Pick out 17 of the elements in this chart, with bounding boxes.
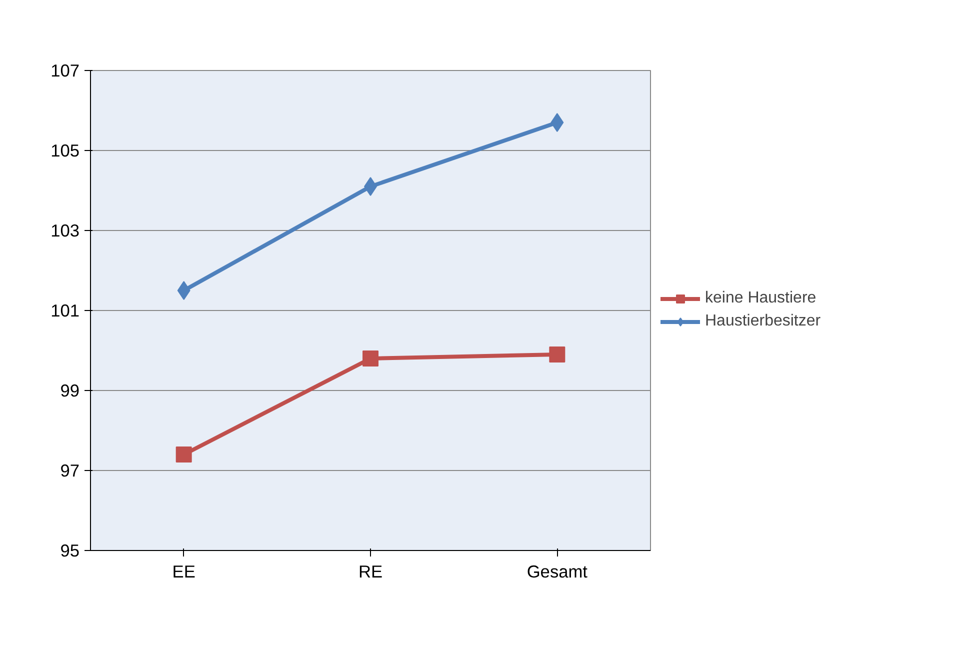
x-tick-label: Gesamt <box>526 562 588 582</box>
point <box>176 446 192 462</box>
point <box>362 350 378 366</box>
y-tick-label: 95 <box>60 540 80 560</box>
point <box>549 346 566 362</box>
y-tick-label: 107 <box>50 60 80 80</box>
point <box>177 281 190 300</box>
point <box>550 113 564 132</box>
y-tick-label: 97 <box>60 460 80 480</box>
x-tick-label: EE <box>172 562 196 582</box>
legend-label: Haustierbesitzer <box>705 312 821 330</box>
y-tick-label: 99 <box>60 380 80 400</box>
x-tick-label: RE <box>358 562 383 582</box>
y-tick-label: 103 <box>50 220 80 240</box>
legend-label: keine Haustiere <box>705 290 816 308</box>
y-tick-label: 105 <box>50 140 80 160</box>
y-tick-label: 101 <box>50 300 80 320</box>
